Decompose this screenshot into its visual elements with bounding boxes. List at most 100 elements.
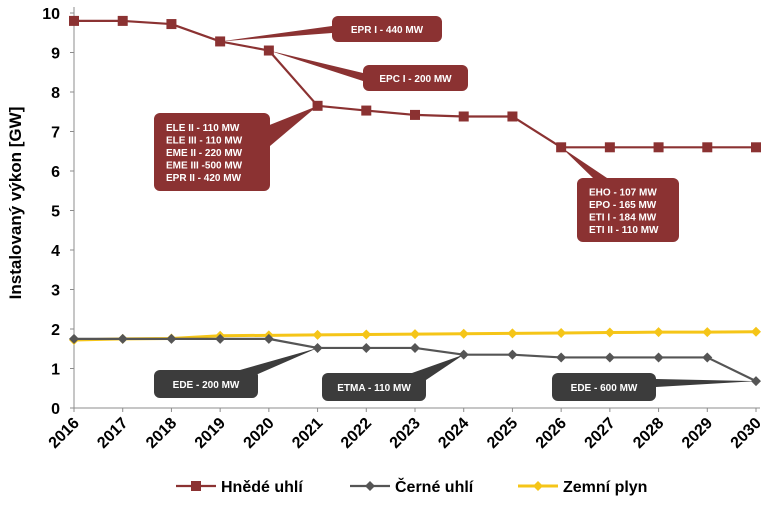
callout-box xyxy=(363,65,468,91)
data-point xyxy=(507,111,518,122)
y-tick-label: 6 xyxy=(51,164,60,181)
series-1 xyxy=(69,15,761,153)
callout-text: EPO - 165 MW xyxy=(589,200,657,211)
callout-text: EME II - 220 MW xyxy=(166,148,243,159)
y-tick-label: 1 xyxy=(51,362,60,379)
data-point xyxy=(458,328,469,339)
callout-pointer xyxy=(412,354,464,380)
data-point xyxy=(69,15,79,26)
data-point xyxy=(751,326,761,337)
callout-box xyxy=(552,373,656,401)
x-tick-label: 2024 xyxy=(435,415,472,452)
y-axis-label: Instalovaný výkon [GW] xyxy=(6,107,25,300)
callout-text: EPC I - 200 MW xyxy=(379,74,452,85)
legend-marker xyxy=(365,481,375,491)
x-tick-label: 2022 xyxy=(338,415,375,452)
data-point xyxy=(702,142,713,153)
callout-box xyxy=(332,16,442,42)
callout: EDE - 600 MW xyxy=(552,373,656,401)
x-tick-label: 2019 xyxy=(192,415,229,452)
callout-box xyxy=(322,373,426,401)
x-tick-label: 2029 xyxy=(679,415,716,452)
data-point xyxy=(215,333,226,344)
data-point xyxy=(117,15,128,26)
data-point xyxy=(361,329,372,340)
data-point xyxy=(653,327,664,338)
legend-item-2: Černé uhlí xyxy=(350,477,474,496)
data-point xyxy=(166,19,177,30)
callout-text: ETI II - 110 MW xyxy=(589,225,659,236)
legend-marker xyxy=(533,481,543,491)
data-point xyxy=(312,342,323,353)
x-tick-label: 2030 xyxy=(728,415,765,452)
callout-pointer xyxy=(268,50,363,81)
data-point xyxy=(604,142,615,153)
data-point xyxy=(410,329,420,340)
callout: EDE - 200 MW xyxy=(154,370,258,398)
data-point xyxy=(556,352,567,363)
data-point xyxy=(702,352,713,363)
legend-item-3: Zemní plyn xyxy=(518,479,647,496)
data-point xyxy=(312,100,323,111)
y-tick-label: 5 xyxy=(51,204,60,221)
data-point xyxy=(702,327,713,338)
data-point xyxy=(653,142,664,153)
callout-pointer xyxy=(656,379,756,387)
data-point xyxy=(507,349,518,360)
data-point xyxy=(410,109,420,120)
data-point xyxy=(361,105,372,116)
callout-pointer xyxy=(561,147,607,178)
data-point xyxy=(312,329,323,340)
legend: Hnědé uhlí Černé uhlí Zemní plyn xyxy=(176,477,647,496)
data-point xyxy=(69,333,79,344)
callout-pointers xyxy=(220,26,756,387)
legend-label: Zemní plyn xyxy=(563,479,647,496)
y-tick-label: 0 xyxy=(51,401,60,418)
data-point xyxy=(653,352,664,363)
series-2 xyxy=(69,333,761,387)
x-tick-label: 2023 xyxy=(387,415,424,452)
data-point xyxy=(556,142,567,153)
callout: EPC I - 200 MW xyxy=(363,65,468,91)
data-point xyxy=(604,352,615,363)
data-point xyxy=(166,333,177,344)
callout: EPR I - 440 MW xyxy=(332,16,442,42)
callout-box xyxy=(154,113,270,191)
data-point xyxy=(751,376,761,387)
callout-pointer xyxy=(220,26,332,42)
callout-text: EDE - 600 MW xyxy=(571,383,638,394)
x-tick-label: 2026 xyxy=(533,415,570,452)
callout-text: EHO - 107 MW xyxy=(589,187,657,198)
x-tick-label: 2028 xyxy=(630,415,667,452)
data-point xyxy=(458,349,469,360)
x-tick-label: 2020 xyxy=(240,415,277,452)
data-point xyxy=(263,333,274,344)
data-point xyxy=(507,328,518,339)
callout-text: ETMA - 110 MW xyxy=(337,383,411,394)
data-point xyxy=(604,327,615,338)
data-point xyxy=(263,45,274,56)
x-tick-label: 2021 xyxy=(289,415,326,452)
y-tick-label: 8 xyxy=(51,85,60,102)
data-point xyxy=(117,333,128,344)
callout-pointer xyxy=(240,347,318,374)
x-tick-label: 2017 xyxy=(94,415,131,452)
y-tick-label: 3 xyxy=(51,283,60,300)
y-tick-label: 2 xyxy=(51,322,60,339)
legend-label: Hnědé uhlí xyxy=(221,479,303,496)
data-point xyxy=(361,342,372,353)
y-tick-label: 7 xyxy=(51,125,60,142)
data-point xyxy=(410,342,420,353)
callouts: EPR I - 440 MW EPC I - 200 MW ELE II - 110… xyxy=(154,16,679,401)
x-tick-label: 2018 xyxy=(143,415,180,452)
callout-box xyxy=(154,370,258,398)
x-tick-label: 2027 xyxy=(581,415,618,452)
y-tick-label: 4 xyxy=(51,243,60,260)
y-tick-label: 10 xyxy=(42,6,60,23)
legend-marker xyxy=(191,481,201,491)
legend-label: Černé uhlí xyxy=(395,477,474,496)
callout-text: EDE - 200 MW xyxy=(173,380,240,391)
